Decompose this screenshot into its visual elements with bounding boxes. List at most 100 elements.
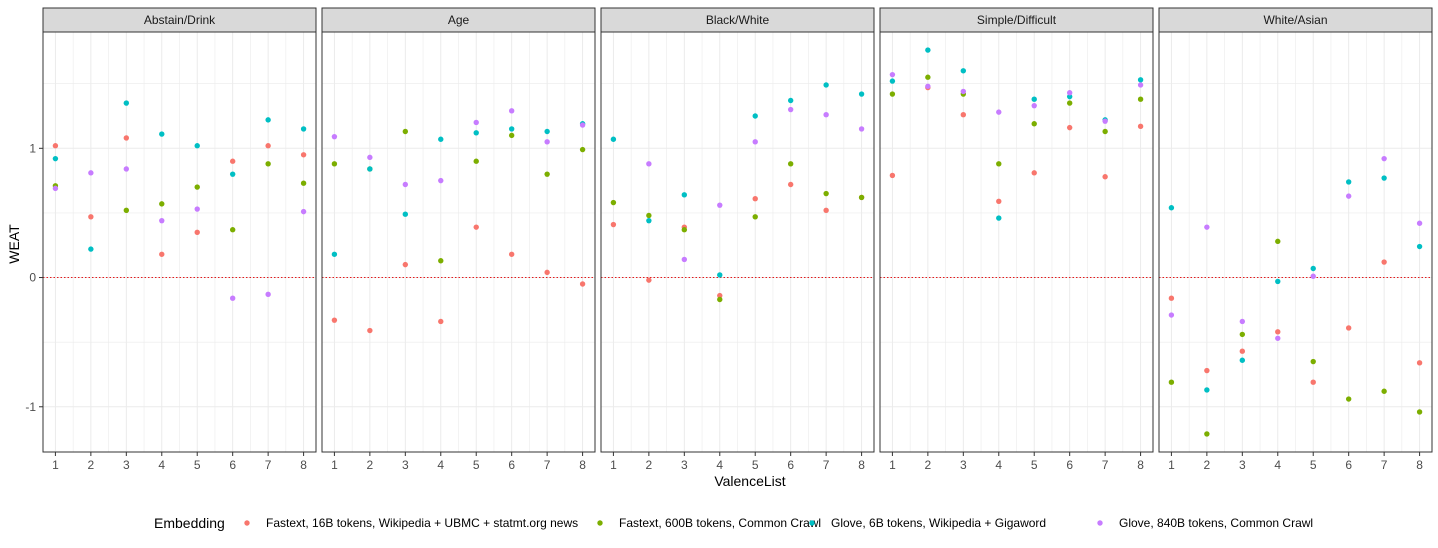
- legend-entry: Glove, 840B tokens, Common Crawl: [1097, 516, 1313, 530]
- data-point: [1345, 193, 1352, 199]
- x-tick-label: 1: [1168, 458, 1175, 472]
- data-point: [787, 97, 794, 104]
- data-point: [960, 68, 967, 74]
- legend-label: Fastext, 16B tokens, Wikipedia + UBMC + …: [266, 516, 578, 530]
- data-point: [1168, 379, 1175, 385]
- data-point: [123, 166, 130, 172]
- data-point: [331, 161, 338, 167]
- grid-lines: [43, 32, 316, 452]
- data-point: [508, 108, 515, 114]
- x-tick-label: 6: [229, 458, 236, 472]
- facet-strip: [1158, 7, 1433, 33]
- data-point: [52, 185, 59, 192]
- data-point: [889, 91, 896, 97]
- x-tick-label: 5: [194, 458, 201, 472]
- x-tick-label: 1: [610, 458, 617, 472]
- data-point: [889, 71, 896, 78]
- panel-border: [42, 31, 317, 453]
- y-tick-label: -1: [25, 400, 36, 414]
- x-tick-label: 3: [1239, 458, 1246, 472]
- facet-strip: [42, 7, 317, 33]
- data-point: [1204, 431, 1210, 437]
- panel-border: [879, 31, 1154, 453]
- data-point: [402, 181, 409, 188]
- x-tick-label: 1: [331, 458, 338, 472]
- grid-lines: [601, 32, 874, 452]
- data-point: [925, 83, 931, 89]
- legend-key: [597, 520, 603, 526]
- panel-border: [1158, 31, 1433, 453]
- data-point: [1310, 273, 1316, 279]
- data-point: [402, 128, 409, 135]
- data-point: [752, 214, 758, 220]
- x-tick-label: 6: [787, 458, 794, 472]
- grid-lines: [322, 32, 595, 452]
- data-point: [752, 139, 758, 145]
- x-tick-label: 5: [473, 458, 480, 472]
- data-point: [752, 113, 758, 119]
- data-point: [787, 161, 794, 167]
- data-point: [752, 196, 758, 202]
- data-point: [229, 158, 236, 164]
- data-point: [1345, 396, 1352, 402]
- x-tick-label: 2: [88, 458, 95, 472]
- data-point: [1102, 128, 1108, 135]
- x-tick-label: 4: [437, 458, 444, 472]
- x-tick-label: 4: [716, 458, 723, 472]
- data-point: [823, 190, 829, 197]
- data-point: [996, 215, 1002, 221]
- x-tick-label: 6: [1066, 458, 1073, 472]
- data-point: [681, 192, 688, 198]
- data-point: [960, 112, 967, 118]
- facet-title: Black/White: [706, 13, 770, 27]
- data-point: [925, 47, 931, 53]
- data-point: [194, 184, 200, 190]
- data-point: [1275, 329, 1281, 335]
- data-point: [823, 82, 829, 88]
- x-tick-label: 1: [889, 458, 896, 472]
- x-tick-label: 7: [1381, 458, 1388, 472]
- data-point: [1031, 121, 1037, 127]
- data-point: [1066, 90, 1073, 96]
- x-tick-label: 5: [752, 458, 759, 472]
- data-point: [610, 221, 617, 228]
- data-point: [996, 198, 1002, 204]
- x-tick-label: 3: [402, 458, 409, 472]
- data-point: [367, 327, 373, 334]
- data-point: [438, 258, 444, 264]
- data-point: [473, 119, 479, 126]
- data-point: [300, 180, 307, 186]
- legend-label: Glove, 6B tokens, Wikipedia + Gigaword: [831, 516, 1046, 530]
- data-point: [88, 170, 94, 176]
- x-tick-label: 2: [1204, 458, 1211, 472]
- data-point: [300, 208, 307, 215]
- data-point: [1381, 155, 1387, 162]
- data-point: [1137, 82, 1144, 88]
- grid-lines: [880, 32, 1153, 452]
- data-point: [579, 146, 586, 153]
- x-tick-label: 2: [925, 458, 932, 472]
- data-point: [1168, 312, 1175, 318]
- data-point: [1204, 224, 1210, 230]
- legend-entry: Glove, 6B tokens, Wikipedia + Gigaword: [809, 516, 1046, 530]
- legend-label: Fastext, 600B tokens, Common Crawl: [619, 516, 821, 530]
- data-point: [123, 100, 130, 106]
- panel-border: [321, 31, 596, 453]
- data-point: [229, 171, 236, 177]
- data-point: [265, 161, 271, 167]
- data-point: [508, 132, 515, 139]
- x-tick-label: 8: [300, 458, 307, 472]
- data-point: [1416, 243, 1423, 250]
- data-point: [1345, 179, 1352, 185]
- data-point: [1066, 100, 1073, 106]
- data-point: [300, 126, 307, 132]
- data-point: [610, 136, 617, 142]
- data-point: [265, 143, 271, 149]
- data-point: [1239, 357, 1246, 363]
- data-point: [610, 199, 617, 206]
- x-tick-label: 2: [367, 458, 374, 472]
- legend-entry: Fastext, 600B tokens, Common Crawl: [597, 516, 821, 530]
- data-point: [823, 112, 829, 118]
- data-point: [996, 161, 1002, 167]
- data-point: [579, 122, 586, 128]
